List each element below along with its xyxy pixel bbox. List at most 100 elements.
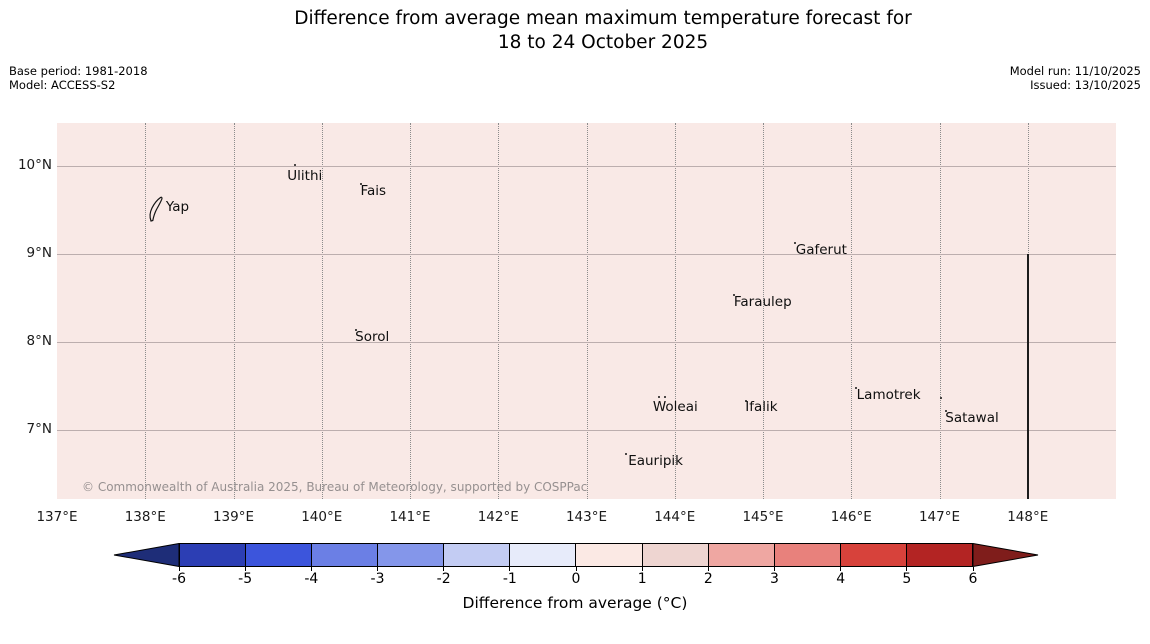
colorbar-under-arrow [113, 543, 180, 567]
state-boundary-line [1026, 254, 1029, 499]
island-label: Yap [165, 199, 190, 216]
colorbar-tick [310, 567, 312, 571]
island-marker-dot [732, 294, 735, 297]
model-name-text: Model: ACCESS-S2 [9, 78, 116, 92]
x-axis-tick-label: 142°E [477, 509, 519, 525]
yap-island-outline-icon [149, 196, 163, 222]
island-label: Ifalik [745, 398, 778, 415]
y-axis-tick-label: 7°N [26, 421, 52, 437]
colorbar-segment [180, 544, 246, 566]
colorbar-tick-label: -1 [502, 571, 517, 587]
longitude-gridline [586, 123, 588, 499]
colorbar-tick [707, 567, 709, 571]
x-axis-tick-label: 147°E [918, 509, 961, 525]
colorbar-segment [311, 544, 378, 566]
colorbar [179, 543, 973, 567]
colorbar-tick-label: 1 [637, 571, 647, 587]
model-run-text: Model run: 11/10/2025 [1009, 64, 1141, 78]
x-axis-tick-label: 144°E [654, 509, 696, 525]
island-marker-dot [940, 397, 943, 400]
colorbar-tick-label: 4 [836, 571, 846, 587]
island-label: Fais [360, 182, 387, 199]
island-label: Gaferut [795, 242, 847, 259]
colorbar-tick-label: -2 [436, 571, 451, 587]
island-label: Faraulep [733, 294, 792, 311]
island-label: Woleai [652, 398, 698, 415]
island-marker-dot [294, 164, 297, 167]
y-axis-tick-label: 10°N [17, 157, 52, 174]
x-axis-tick-label: 148°E [1007, 509, 1049, 525]
colorbar-segment [707, 544, 774, 566]
colorbar-segment [905, 544, 972, 566]
longitude-gridline [145, 123, 147, 499]
colorbar-tick-label: -3 [370, 571, 385, 587]
island-marker-dot [945, 410, 948, 413]
colorbar-segment [509, 544, 576, 566]
colorbar-segment [575, 544, 642, 566]
island-label: Sorol [355, 328, 390, 345]
island-label: Eauripik [628, 452, 684, 469]
colorbar-tick-label: 3 [770, 571, 779, 587]
model-info: Base period: 1981-2018 Model: ACCESS-S2 [9, 64, 148, 92]
x-axis-tick-label: 143°E [565, 509, 608, 525]
map-canvas: © Commonwealth of Australia 2025, Bureau… [57, 123, 1116, 499]
latitude-gridline [57, 166, 1116, 168]
colorbar-tick [641, 567, 643, 571]
colorbar-tick-label: 5 [902, 571, 912, 587]
colorbar-tick [509, 567, 511, 571]
colorbar-over-arrow [972, 543, 1039, 567]
island-label: Satawal [945, 410, 999, 427]
y-axis-tick-label: 9°N [26, 245, 52, 262]
copyright-notice: © Commonwealth of Australia 2025, Bureau… [82, 480, 588, 494]
latitude-gridline [57, 342, 1116, 344]
longitude-gridline [763, 123, 764, 499]
longitude-gridline [233, 123, 235, 499]
x-axis-tick-label: 138°E [124, 509, 166, 525]
colorbar-tick [377, 567, 378, 571]
colorbar-tick-label: 6 [968, 571, 978, 587]
colorbar-tick [443, 567, 445, 571]
colorbar-segment [377, 544, 444, 566]
issued-text: Issued: 13/10/2025 [1030, 78, 1141, 92]
longitude-gridline [321, 123, 323, 499]
island-marker-dot [663, 395, 666, 398]
colorbar-segment [245, 544, 312, 566]
colorbar-tick [575, 567, 577, 571]
page-title: Difference from average mean maximum tem… [56, 7, 1150, 55]
island-marker-dot [745, 399, 748, 402]
x-axis-tick-label: 141°E [389, 509, 431, 525]
longitude-gridline [498, 123, 500, 499]
colorbar-tick [840, 567, 842, 571]
x-axis-tick-label: 145°E [742, 509, 784, 525]
run-info: Model run: 11/10/2025 Issued: 13/10/2025 [1010, 64, 1141, 92]
latitude-gridline [57, 430, 1116, 431]
latitude-gridline [57, 254, 1116, 256]
colorbar-tick [906, 567, 908, 571]
island-label: Lamotrek [856, 386, 921, 403]
x-axis-tick-label: 137°E [36, 509, 78, 525]
colorbar-tick-label: -4 [304, 571, 319, 587]
title-line-1: Difference from average mean maximum tem… [294, 8, 912, 29]
base-period-text: Base period: 1981-2018 [9, 64, 148, 78]
x-axis-tick-label: 146°E [830, 509, 872, 525]
colorbar-segment [641, 544, 708, 566]
longitude-gridline [939, 123, 941, 499]
colorbar-segment [773, 544, 840, 566]
island-marker-dot [793, 242, 796, 245]
x-axis-tick-label: 140°E [301, 509, 343, 525]
island-marker-dot [854, 386, 857, 389]
title-line-2: 18 to 24 October 2025 [497, 32, 709, 53]
longitude-gridline [410, 123, 411, 499]
colorbar-label: Difference from average (°C) [462, 594, 688, 612]
island-marker-dot [657, 395, 660, 398]
y-axis-tick-label: 8°N [26, 333, 52, 350]
colorbar-segment [839, 544, 906, 566]
island-marker-dot [355, 328, 358, 331]
colorbar-tick [774, 567, 775, 571]
island-label: Ulithi [287, 168, 323, 185]
colorbar-tick-label: 0 [571, 571, 581, 587]
colorbar-tick-label: -5 [238, 571, 253, 587]
colorbar-tick-label: 2 [703, 571, 713, 587]
island-marker-dot [625, 452, 628, 455]
